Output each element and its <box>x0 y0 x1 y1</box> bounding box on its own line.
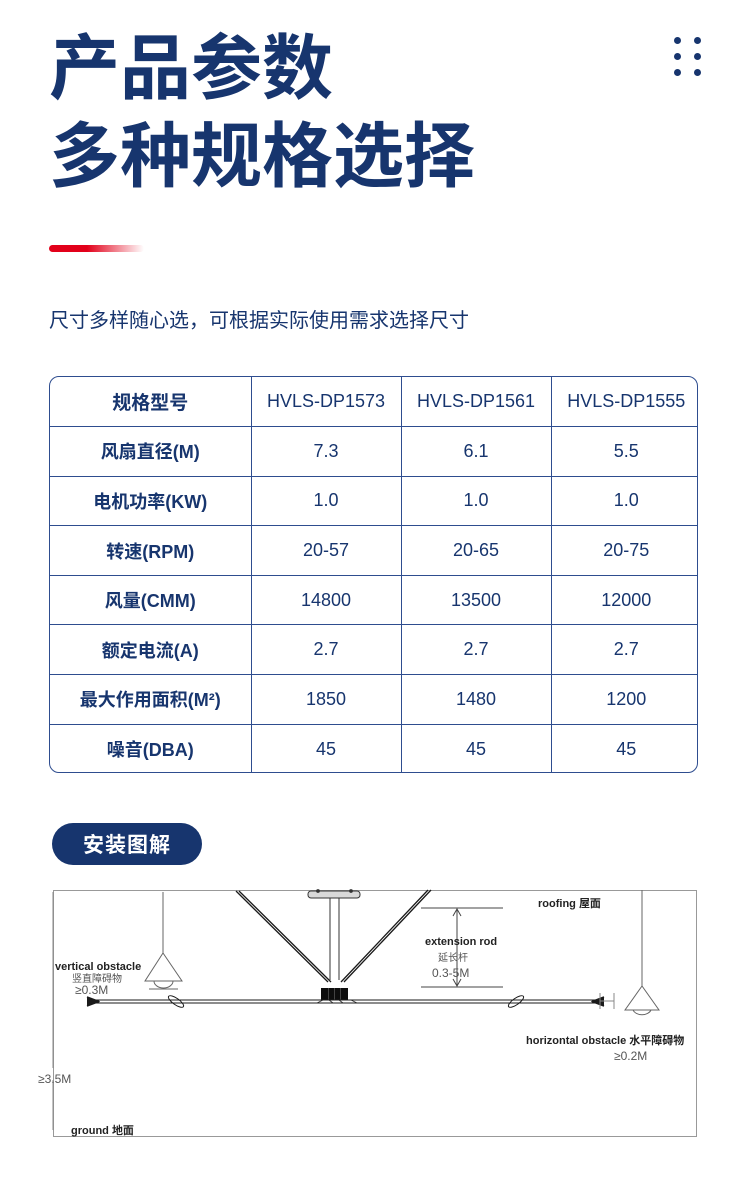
svg-text:roofing 屋面: roofing 屋面 <box>538 895 601 911</box>
svg-text:extension rod: extension rod <box>425 936 497 948</box>
svg-text:≥3.5M: ≥3.5M <box>38 1072 71 1086</box>
svg-text:0.3-5M: 0.3-5M <box>432 966 469 980</box>
svg-text:ground 地面: ground 地面 <box>71 1122 134 1138</box>
svg-text:≥0.3M: ≥0.3M <box>75 983 108 997</box>
svg-text:延长杆: 延长杆 <box>438 949 468 964</box>
svg-text:≥0.2M: ≥0.2M <box>614 1049 647 1063</box>
svg-text:horizontal obstacle 水平障碍物: horizontal obstacle 水平障碍物 <box>526 1032 684 1048</box>
